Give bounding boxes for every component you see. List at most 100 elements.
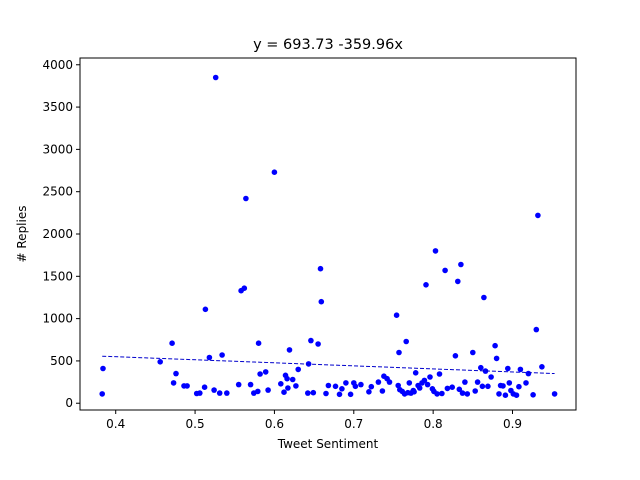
data-point <box>442 267 448 274</box>
data-point <box>170 380 177 386</box>
data-point <box>513 392 520 399</box>
data-point <box>472 388 479 394</box>
data-point <box>535 212 541 219</box>
data-point <box>243 195 249 202</box>
x-tick-label: 0.4 <box>106 417 125 431</box>
data-point <box>485 383 491 390</box>
y-tick-label: 3000 <box>42 142 73 156</box>
data-point <box>284 375 290 382</box>
y-tick-label: 2500 <box>42 185 73 199</box>
data-point <box>286 347 293 353</box>
data-point <box>478 364 484 371</box>
data-point <box>396 349 402 356</box>
data-point <box>358 381 364 388</box>
x-tick-label: 0.8 <box>424 417 443 431</box>
data-point <box>470 349 476 356</box>
data-point <box>310 389 317 396</box>
data-point <box>247 381 254 388</box>
data-point <box>444 385 451 392</box>
data-point <box>496 391 502 397</box>
data-point <box>533 326 540 333</box>
x-tick-label: 0.9 <box>503 417 522 431</box>
data-point <box>197 390 203 396</box>
data-point <box>464 391 471 397</box>
data-point <box>293 383 299 389</box>
data-point <box>506 380 513 386</box>
data-point <box>386 379 393 385</box>
data-point <box>271 169 278 175</box>
data-point <box>323 390 329 397</box>
data-point <box>347 391 354 398</box>
data-point <box>459 390 466 396</box>
data-point <box>516 383 522 390</box>
data-point <box>505 365 511 372</box>
data-point <box>169 340 175 347</box>
data-point <box>99 391 105 397</box>
data-point <box>525 370 532 377</box>
y-tick-label: 4000 <box>42 58 73 72</box>
data-point <box>201 384 208 391</box>
data-point <box>434 391 440 397</box>
x-axis-label: Tweet Sentiment <box>277 437 379 451</box>
data-point <box>523 380 529 386</box>
data-point <box>395 382 402 389</box>
data-point <box>452 353 459 359</box>
data-point <box>100 365 106 372</box>
points-layer <box>99 74 558 399</box>
data-point <box>368 383 375 390</box>
data-point <box>343 380 349 386</box>
data-point <box>424 381 431 388</box>
data-point <box>235 381 242 388</box>
data-point <box>375 379 382 385</box>
data-point <box>315 341 321 347</box>
data-point <box>455 278 461 285</box>
data-point <box>332 383 339 390</box>
data-point <box>305 390 311 396</box>
data-point <box>412 370 419 376</box>
y-tick-label: 3500 <box>42 100 73 114</box>
data-point <box>184 383 190 389</box>
data-point <box>317 265 324 272</box>
data-point <box>530 392 536 398</box>
data-point <box>481 294 487 301</box>
y-tick-label: 0 <box>65 396 73 410</box>
y-tick-label: 500 <box>50 354 73 368</box>
data-point <box>500 383 506 389</box>
plot-frame <box>79 57 577 411</box>
data-point <box>366 389 372 395</box>
data-point <box>517 366 524 373</box>
data-point <box>339 386 345 392</box>
data-point <box>488 374 494 380</box>
data-point <box>206 354 213 361</box>
data-point <box>336 391 343 398</box>
data-point <box>423 282 429 288</box>
y-axis: 0 500 1000 1500 2000 2500 3000 3500 4000 <box>42 58 80 410</box>
x-axis: 0.4 0.5 0.6 0.7 0.8 0.9 <box>106 410 522 431</box>
data-point <box>219 352 225 358</box>
y-tick-label: 1500 <box>42 269 73 283</box>
data-point <box>449 384 456 391</box>
fit-line <box>102 355 555 375</box>
data-point <box>295 366 302 373</box>
y-tick-label: 1000 <box>42 312 73 326</box>
data-point <box>352 383 359 390</box>
data-point <box>406 380 413 386</box>
data-point <box>216 390 223 396</box>
data-point <box>157 359 163 365</box>
y-axis-label: # Replies <box>15 206 29 263</box>
data-point <box>308 337 314 344</box>
data-point <box>432 248 439 254</box>
data-point <box>212 74 219 81</box>
data-point <box>539 364 545 370</box>
data-point <box>254 388 261 395</box>
data-point <box>318 298 325 305</box>
data-point <box>436 371 443 377</box>
data-point <box>416 385 423 391</box>
data-point <box>202 306 209 313</box>
data-point <box>241 285 248 292</box>
data-point <box>502 392 509 399</box>
data-point <box>421 377 428 384</box>
data-point <box>456 386 463 393</box>
data-point <box>224 390 230 396</box>
